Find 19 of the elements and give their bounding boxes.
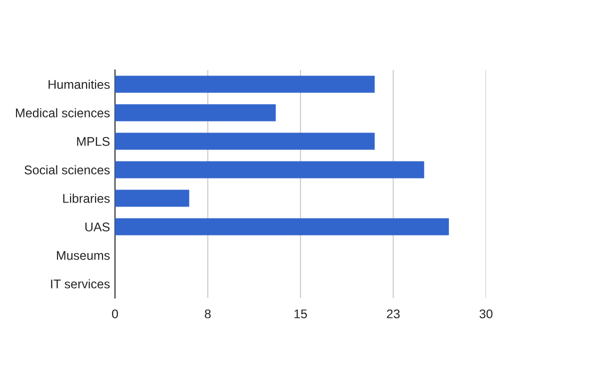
bar (115, 132, 375, 150)
y-tick-label: IT services (51, 279, 110, 288)
y-tick-label: Libraries (63, 194, 110, 203)
y-tick-label: UAS (85, 222, 110, 232)
x-tick-label: 30 (480, 309, 492, 318)
x-tick-label: 15 (294, 310, 307, 318)
bar (115, 76, 375, 93)
x-tick-label: 0 (112, 309, 118, 318)
bar (115, 218, 449, 236)
bar (115, 190, 190, 207)
y-tick-label: Humanities (48, 80, 110, 89)
y-tick-label: Social sciences (24, 165, 110, 174)
bar (115, 104, 276, 122)
y-tick-label: MPLS (77, 137, 110, 146)
y-tick-label: Medical sciences (16, 108, 110, 118)
x-tick-label: 23 (386, 309, 400, 318)
bar (115, 161, 424, 178)
x-tick-label: 8 (204, 309, 211, 318)
y-tick-label: Museums (56, 251, 110, 260)
